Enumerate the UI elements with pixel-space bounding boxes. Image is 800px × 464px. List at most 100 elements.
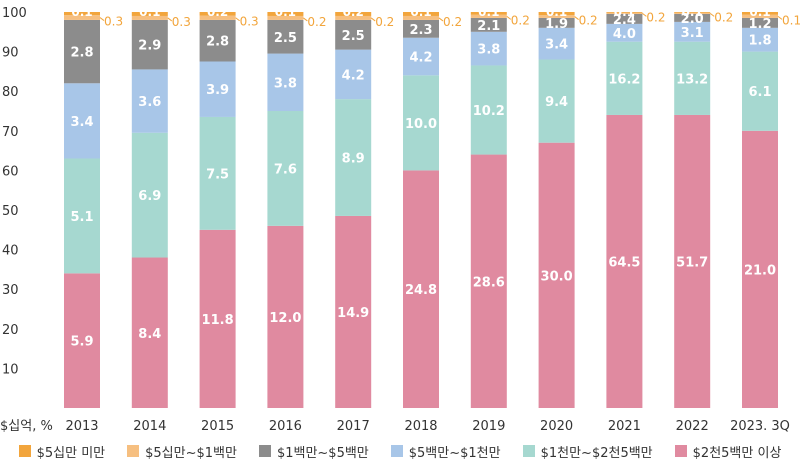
bar-segment xyxy=(403,15,439,20)
top-segment-label: 0.1 xyxy=(546,5,567,19)
segment-value-label: 4.0 xyxy=(613,27,636,42)
bar-segment xyxy=(64,273,100,408)
top-segment-label: 0.2 xyxy=(343,5,364,19)
side-segment-label: 0.2 xyxy=(714,10,733,24)
segment-value-label: 10.2 xyxy=(473,104,505,119)
bar-segment xyxy=(742,27,778,52)
y-tick-label: 20 xyxy=(2,323,19,338)
bar-segment xyxy=(470,14,507,18)
side-label-connector xyxy=(642,12,647,17)
segment-value-label: 3.1 xyxy=(681,26,704,41)
segment-value-label: 14.9 xyxy=(337,306,369,321)
bar-segment xyxy=(267,19,304,54)
bar-segment xyxy=(335,12,372,16)
x-tick-label: 2015 xyxy=(201,419,234,434)
legend-label: $5백만~$1천만 xyxy=(408,445,501,461)
side-segment-label: 0.2 xyxy=(307,15,326,29)
x-tick-label: 2013 xyxy=(65,419,98,434)
bar-segment xyxy=(606,12,643,14)
legend-swatch xyxy=(258,445,271,457)
bar-segment xyxy=(64,15,100,20)
x-tick-label: 2020 xyxy=(540,419,573,434)
bar-segment xyxy=(64,158,100,274)
bar-segment xyxy=(131,69,168,133)
side-segment-label: 0.3 xyxy=(172,15,191,29)
top-segment-label: 0.1 xyxy=(71,5,92,19)
bar-segment xyxy=(335,19,372,50)
side-label-connector xyxy=(777,15,783,20)
legend-swatch xyxy=(522,445,535,457)
segment-value-label: 2.0 xyxy=(681,12,704,27)
x-tick-label: 2023. 3Q xyxy=(730,419,790,434)
segment-value-label: 3.8 xyxy=(274,76,297,91)
legend-label: $2천5백만 이상 xyxy=(692,445,782,461)
segment-value-label: 2.5 xyxy=(342,29,365,44)
top-segment-label: 0.1 xyxy=(682,5,703,19)
top-segment-label: 0.1 xyxy=(478,5,499,19)
segment-value-label: 11.8 xyxy=(202,313,234,328)
legend-item: $5백만~$1천만 xyxy=(390,442,501,461)
segment-value-label: 2.8 xyxy=(206,35,229,50)
segment-value-label: 1.2 xyxy=(748,17,771,32)
side-label-connector xyxy=(370,17,376,22)
bar-segment xyxy=(470,12,507,15)
y-tick-label: 30 xyxy=(2,283,19,298)
side-label-connector xyxy=(167,17,173,22)
segment-value-label: 2.8 xyxy=(70,46,93,61)
legend-item: $2천5백만 이상 xyxy=(674,442,782,461)
segment-value-label: 1.8 xyxy=(748,34,771,49)
y-tick-label: 100 xyxy=(2,6,27,21)
top-segment-label: 0.1 xyxy=(139,5,160,19)
segment-value-label: 7.5 xyxy=(206,167,229,182)
bar-segment xyxy=(538,27,575,60)
segment-value-label: 28.6 xyxy=(473,275,505,290)
x-tick-label: 2016 xyxy=(269,419,302,434)
bar-segment xyxy=(674,114,711,409)
bar-segment xyxy=(674,12,711,14)
y-tick-label: 60 xyxy=(2,164,19,179)
top-segment-label: 0.1 xyxy=(614,5,635,19)
side-labels: 0.3 0.3 0.3 0.2 0.2 0.2 0.2 0.2 0.2 0.2 0.1 xyxy=(99,10,800,29)
bar-segment xyxy=(606,12,643,13)
bar-segment xyxy=(267,111,304,226)
x-tick-label: 2021 xyxy=(608,419,641,434)
bar-segment xyxy=(199,229,236,408)
bar-segment xyxy=(742,14,778,18)
bar-segment xyxy=(742,12,778,15)
bar-segment xyxy=(538,12,575,16)
bar-segment xyxy=(606,13,643,24)
x-tick-label: 2014 xyxy=(133,419,166,434)
side-segment-label: 0.3 xyxy=(240,15,259,29)
x-tick-label: 2018 xyxy=(404,419,437,434)
segment-value-label: 4.2 xyxy=(342,68,365,83)
side-label-connector xyxy=(235,17,240,22)
side-label-connector xyxy=(574,16,579,20)
legend-label: $1천만~$2천5백만 xyxy=(540,445,653,461)
bar-segment xyxy=(199,12,236,16)
bar-segment xyxy=(64,83,100,159)
bar-segment xyxy=(538,17,575,28)
segment-value-label: 30.0 xyxy=(541,269,573,284)
side-label-connector xyxy=(506,15,512,20)
bar-segment xyxy=(267,12,304,16)
bar-segment xyxy=(267,225,304,408)
segment-value-label: 5.9 xyxy=(70,335,93,350)
segment-value-label: 8.4 xyxy=(138,327,161,342)
segment-value-label: 3.6 xyxy=(138,95,161,110)
legend-swatch xyxy=(390,445,403,457)
bar-segment xyxy=(674,41,711,115)
side-label-connector xyxy=(303,17,308,22)
segment-value-label: 3.8 xyxy=(477,43,500,58)
bar-segment xyxy=(131,132,168,258)
side-segment-label: 0.2 xyxy=(579,14,598,28)
bar-segment xyxy=(199,116,236,230)
legend-label: $1백만~$5백만 xyxy=(276,445,369,461)
y-tick-label: 50 xyxy=(2,204,19,219)
y-tick-label: 80 xyxy=(2,85,19,100)
side-segment-label: 0.1 xyxy=(782,13,800,27)
segment-value-label: 16.2 xyxy=(608,72,640,87)
bar-segment xyxy=(131,15,168,20)
bar-segment xyxy=(470,31,507,66)
segment-value-label: 12.0 xyxy=(269,311,301,326)
segment-value-label: 24.8 xyxy=(405,283,437,298)
